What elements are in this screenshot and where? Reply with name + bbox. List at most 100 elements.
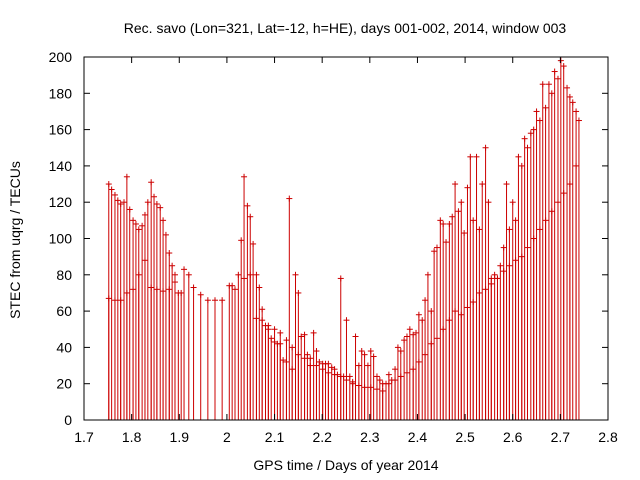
data-point bbox=[515, 153, 522, 420]
data-point bbox=[307, 362, 314, 420]
data-point bbox=[331, 371, 338, 420]
y-axis-label: STEC from uqrg / TECUs bbox=[7, 161, 23, 319]
data-point bbox=[157, 204, 164, 420]
data-point bbox=[295, 351, 302, 420]
data-point bbox=[449, 213, 456, 420]
data-point bbox=[500, 268, 507, 420]
data-point bbox=[181, 266, 188, 420]
data-point bbox=[422, 351, 429, 420]
data-point bbox=[123, 289, 130, 420]
x-axis-label: GPS time / Days of year 2014 bbox=[253, 457, 438, 473]
data-point bbox=[406, 326, 413, 420]
data-point bbox=[476, 289, 483, 420]
data-point bbox=[503, 181, 510, 420]
data-point bbox=[539, 81, 546, 420]
data-point bbox=[280, 357, 287, 420]
data-point bbox=[265, 322, 272, 420]
y-tick-label: 160 bbox=[49, 122, 73, 138]
data-point bbox=[470, 299, 477, 420]
data-point bbox=[458, 311, 465, 420]
data-point bbox=[364, 362, 371, 420]
data-point bbox=[473, 153, 480, 420]
data-marks bbox=[105, 57, 582, 420]
data-point bbox=[428, 340, 435, 420]
data-point bbox=[316, 358, 323, 420]
data-point bbox=[413, 329, 420, 420]
data-point bbox=[160, 288, 167, 420]
data-point bbox=[461, 230, 468, 420]
x-tick-label: 2.4 bbox=[408, 429, 428, 445]
data-point bbox=[560, 190, 567, 420]
data-point bbox=[162, 231, 169, 420]
data-point bbox=[289, 344, 296, 420]
data-point bbox=[151, 193, 158, 420]
data-point bbox=[204, 297, 211, 420]
data-point bbox=[392, 377, 399, 420]
data-point bbox=[141, 257, 148, 420]
chart-title: Rec. savo (Lon=321, Lat=-12, h=HE), days… bbox=[124, 20, 567, 36]
y-tick-label: 100 bbox=[49, 231, 73, 247]
data-point bbox=[403, 369, 410, 420]
data-point bbox=[197, 291, 204, 420]
data-point bbox=[509, 199, 516, 420]
data-point bbox=[564, 84, 571, 420]
data-point bbox=[190, 284, 197, 420]
data-point bbox=[506, 262, 513, 420]
y-tick-label: 140 bbox=[49, 158, 73, 174]
data-point bbox=[334, 371, 341, 420]
data-point bbox=[512, 257, 519, 420]
data-point bbox=[144, 199, 151, 420]
data-point bbox=[277, 329, 284, 420]
data-point bbox=[394, 344, 401, 420]
data-point bbox=[108, 186, 115, 420]
data-point bbox=[397, 373, 404, 420]
y-tick-label: 60 bbox=[56, 303, 72, 319]
data-point bbox=[130, 286, 137, 420]
data-point bbox=[153, 286, 160, 420]
data-point bbox=[536, 226, 543, 420]
data-point bbox=[238, 237, 245, 420]
data-point bbox=[337, 373, 344, 420]
data-point bbox=[524, 244, 531, 420]
data-point bbox=[235, 271, 242, 420]
data-point bbox=[219, 297, 226, 420]
data-point bbox=[175, 289, 182, 420]
x-tick-label: 2.3 bbox=[360, 429, 380, 445]
data-point bbox=[253, 315, 260, 420]
x-tick-label: 2.2 bbox=[312, 429, 332, 445]
data-point bbox=[352, 333, 359, 420]
data-point bbox=[415, 358, 422, 420]
data-point bbox=[226, 282, 233, 420]
data-point bbox=[575, 117, 582, 420]
data-point bbox=[171, 271, 178, 420]
data-point bbox=[241, 275, 248, 420]
data-point bbox=[464, 304, 471, 420]
data-point bbox=[497, 262, 504, 420]
data-point bbox=[244, 202, 251, 420]
data-point bbox=[443, 239, 450, 420]
data-point bbox=[178, 289, 185, 420]
x-tick-label: 2 bbox=[223, 429, 231, 445]
data-point bbox=[373, 386, 380, 420]
data-point bbox=[494, 275, 501, 420]
x-tick-label: 1.7 bbox=[74, 429, 94, 445]
data-point bbox=[301, 355, 308, 420]
data-point bbox=[431, 248, 438, 420]
data-point bbox=[401, 337, 408, 420]
data-point bbox=[491, 271, 498, 420]
data-point bbox=[132, 220, 139, 420]
data-point bbox=[256, 284, 263, 420]
data-point bbox=[212, 297, 218, 420]
data-point bbox=[259, 317, 266, 420]
data-point bbox=[437, 217, 444, 420]
data-point bbox=[169, 262, 176, 420]
data-point bbox=[292, 271, 299, 420]
data-point bbox=[569, 99, 576, 420]
data-point bbox=[452, 308, 459, 420]
data-point bbox=[433, 335, 440, 420]
data-point bbox=[117, 297, 124, 420]
data-point bbox=[271, 326, 278, 420]
data-point bbox=[554, 199, 561, 420]
data-point bbox=[379, 387, 386, 420]
